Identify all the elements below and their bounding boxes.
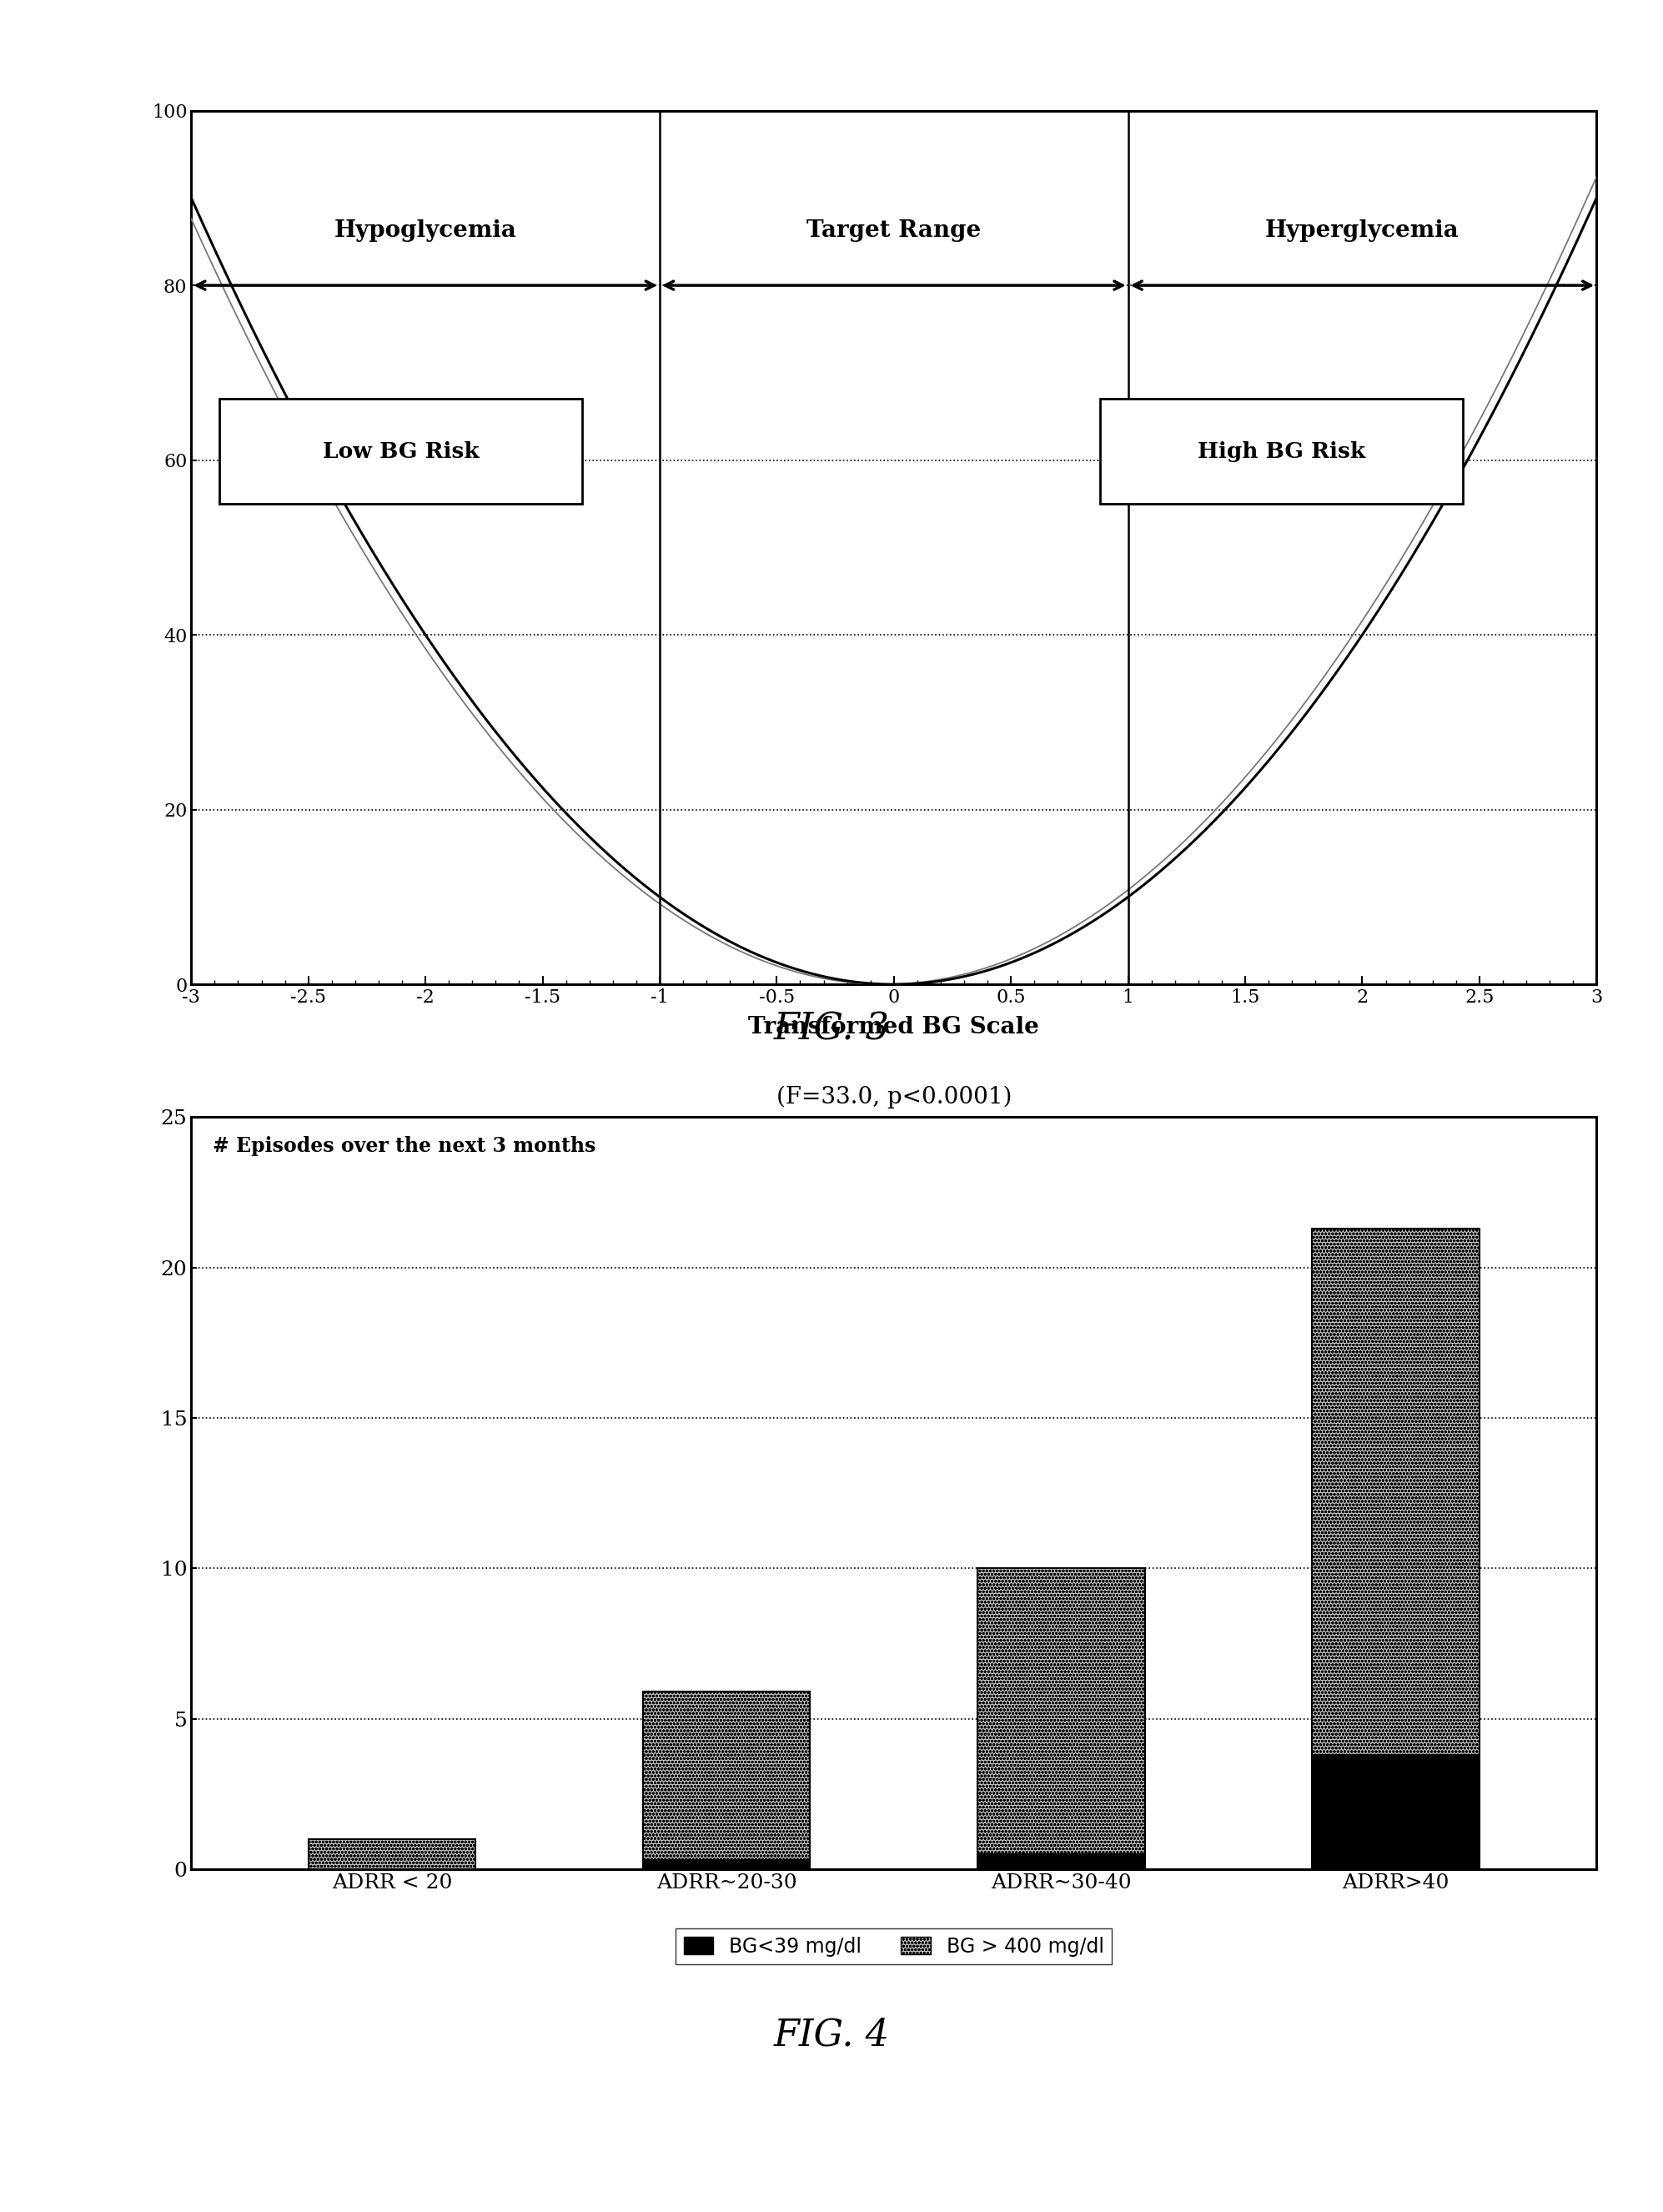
Text: Low BG Risk: Low BG Risk [323, 440, 479, 462]
FancyBboxPatch shape [1099, 398, 1463, 504]
Bar [978, 1568, 1144, 1854]
Bar [978, 1854, 1144, 1869]
Text: # Episodes over the next 3 months: # Episodes over the next 3 months [213, 1137, 595, 1157]
Text: Hyperglycemia: Hyperglycemia [1266, 219, 1460, 241]
Bar [644, 1692, 810, 1860]
Bar [308, 1838, 476, 1869]
Bar [1312, 1754, 1480, 1869]
Title: (F=33.0, p<0.0001): (F=33.0, p<0.0001) [777, 1086, 1011, 1108]
Text: Target Range: Target Range [807, 219, 981, 241]
Text: High BG Risk: High BG Risk [1197, 440, 1365, 462]
Bar [1312, 1228, 1480, 1754]
Legend: BG<39 mg/dl, BG > 400 mg/dl: BG<39 mg/dl, BG > 400 mg/dl [675, 1929, 1113, 1964]
FancyBboxPatch shape [220, 398, 582, 504]
Bar [644, 1860, 810, 1869]
Text: FIG. 3: FIG. 3 [773, 1011, 890, 1046]
X-axis label: Transformed BG Scale: Transformed BG Scale [748, 1015, 1039, 1037]
Text: FIG. 4: FIG. 4 [773, 2017, 890, 2053]
Text: Hypoglycemia: Hypoglycemia [334, 219, 517, 241]
